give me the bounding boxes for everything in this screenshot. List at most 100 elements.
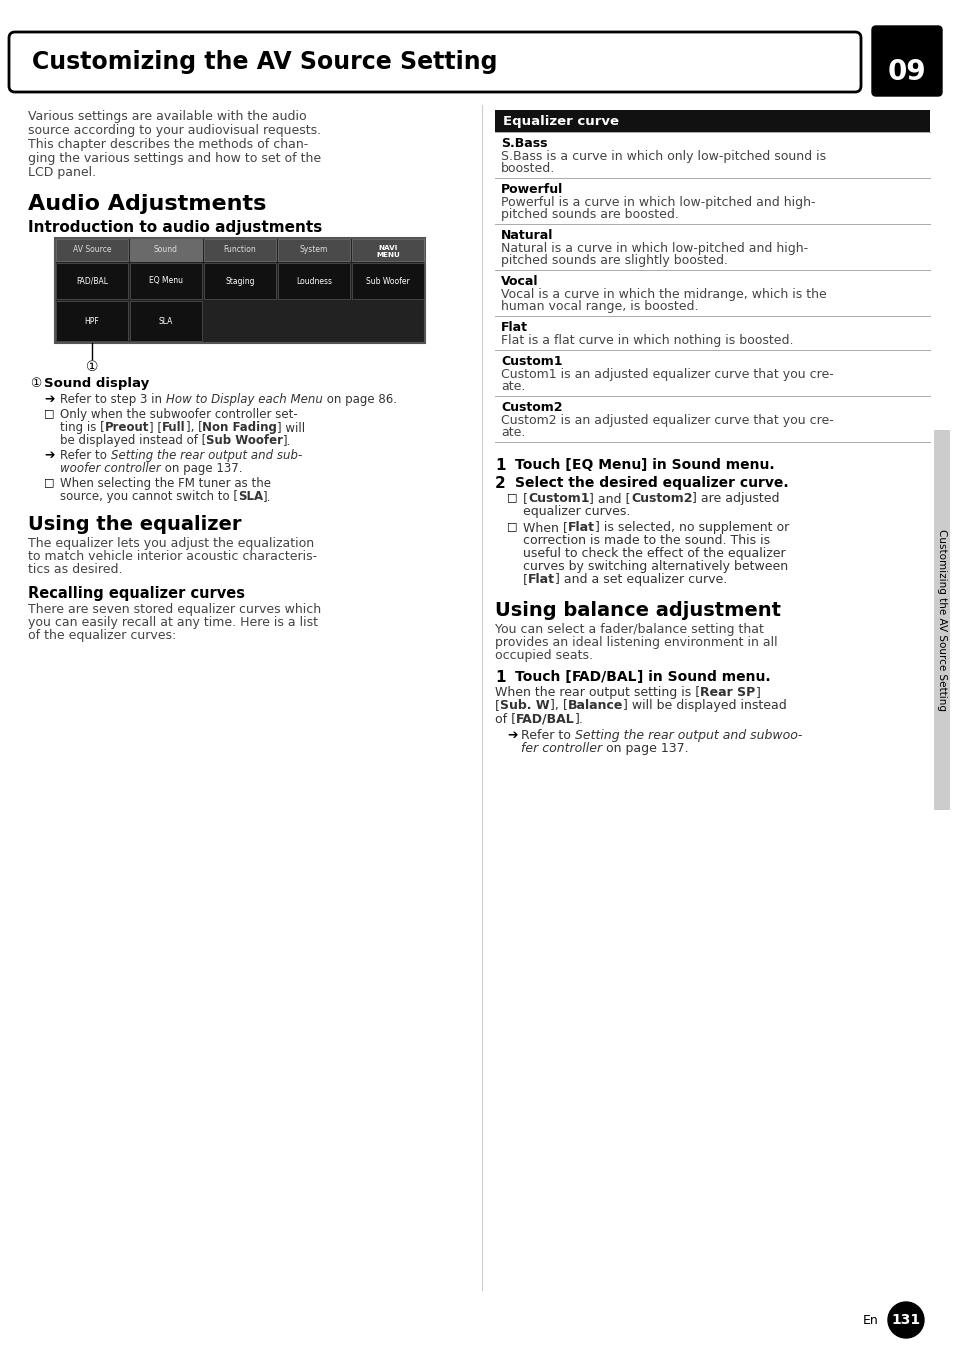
Text: Various settings are available with the audio: Various settings are available with the … — [28, 110, 306, 123]
Text: human vocal range, is boosted.: human vocal range, is boosted. — [500, 300, 698, 314]
Text: ], [: ], [ — [186, 420, 202, 434]
Text: Touch [: Touch [ — [515, 671, 571, 684]
Text: ting is [: ting is [ — [60, 420, 105, 434]
Text: When selecting the FM tuner as the: When selecting the FM tuner as the — [60, 477, 271, 489]
Text: There are seven stored equalizer curves which: There are seven stored equalizer curves … — [28, 603, 321, 617]
Text: Flat is a flat curve in which nothing is boosted.: Flat is a flat curve in which nothing is… — [500, 334, 793, 347]
Text: Using balance adjustment: Using balance adjustment — [495, 602, 781, 621]
Text: System: System — [299, 246, 328, 254]
Text: ] will be displayed instead: ] will be displayed instead — [622, 699, 786, 713]
Bar — [277, 264, 350, 299]
Text: fer controller: fer controller — [520, 742, 601, 754]
Bar — [130, 264, 202, 299]
Text: pitched sounds are slightly boosted.: pitched sounds are slightly boosted. — [500, 254, 727, 266]
Text: How to Display each Menu: How to Display each Menu — [166, 393, 322, 406]
Text: Staging: Staging — [225, 277, 254, 285]
Text: HPF: HPF — [85, 316, 99, 326]
Text: Select the desired equalizer curve.: Select the desired equalizer curve. — [515, 476, 788, 489]
Text: correction is made to the sound. This is: correction is made to the sound. This is — [522, 534, 769, 548]
Text: Vocal: Vocal — [500, 274, 537, 288]
Text: ➔: ➔ — [44, 449, 54, 462]
Text: tics as desired.: tics as desired. — [28, 562, 122, 576]
Text: 1: 1 — [495, 458, 505, 473]
Text: Natural is a curve in which low-pitched and high-: Natural is a curve in which low-pitched … — [500, 242, 807, 256]
Text: on page 86.: on page 86. — [322, 393, 396, 406]
Bar — [933, 430, 949, 810]
Text: boosted.: boosted. — [500, 162, 555, 174]
Bar — [55, 238, 424, 343]
Text: MENU: MENU — [375, 251, 399, 258]
Text: Setting the rear output and sub-: Setting the rear output and sub- — [111, 449, 301, 462]
Text: ] are adjusted: ] are adjusted — [692, 492, 780, 506]
Text: EQ Menu: EQ Menu — [149, 277, 183, 285]
Text: The equalizer lets you adjust the equalization: The equalizer lets you adjust the equali… — [28, 537, 314, 550]
Text: Rear SP: Rear SP — [700, 685, 755, 699]
Text: Setting the rear output and subwoo-: Setting the rear output and subwoo- — [575, 729, 801, 742]
Bar — [204, 239, 275, 261]
Text: [: [ — [495, 699, 499, 713]
Text: Sub Woofer: Sub Woofer — [366, 277, 410, 285]
Text: be displayed instead of [: be displayed instead of [ — [60, 434, 206, 448]
Text: SLA: SLA — [158, 316, 173, 326]
Text: Flat: Flat — [567, 521, 595, 534]
Text: Touch [: Touch [ — [515, 458, 571, 472]
Bar — [56, 301, 128, 341]
Text: ] is selected, no supplement or: ] is selected, no supplement or — [595, 521, 788, 534]
Text: Refer to: Refer to — [60, 449, 111, 462]
Text: Custom2: Custom2 — [630, 492, 692, 506]
Text: 2: 2 — [495, 476, 505, 491]
Text: pitched sounds are boosted.: pitched sounds are boosted. — [500, 208, 679, 220]
Text: LCD panel.: LCD panel. — [28, 166, 96, 178]
Text: S.Bass is a curve in which only low-pitched sound is: S.Bass is a curve in which only low-pitc… — [500, 150, 825, 164]
Bar — [352, 264, 423, 299]
Text: ]: ] — [755, 685, 760, 699]
Text: on page 137.: on page 137. — [161, 462, 242, 475]
Text: FAD/BAL: FAD/BAL — [516, 713, 575, 725]
Text: Natural: Natural — [500, 228, 553, 242]
Text: Powerful is a curve in which low-pitched and high-: Powerful is a curve in which low-pitched… — [500, 196, 815, 210]
Text: Customizing the AV Source Setting: Customizing the AV Source Setting — [936, 529, 946, 711]
Text: EQ Menu: EQ Menu — [571, 458, 640, 472]
Text: When the rear output setting is [: When the rear output setting is [ — [495, 685, 700, 699]
Text: Powerful: Powerful — [500, 183, 562, 196]
Text: Balance: Balance — [567, 699, 622, 713]
Text: Preout: Preout — [105, 420, 149, 434]
Text: woofer controller: woofer controller — [60, 462, 161, 475]
Text: Custom1 is an adjusted equalizer curve that you cre-: Custom1 is an adjusted equalizer curve t… — [500, 368, 833, 381]
Text: Custom1: Custom1 — [500, 356, 562, 368]
Text: Sound: Sound — [153, 246, 178, 254]
Text: source according to your audiovisual requests.: source according to your audiovisual req… — [28, 124, 321, 137]
Text: When [: When [ — [522, 521, 567, 534]
Text: Refer to step 3 in: Refer to step 3 in — [60, 393, 166, 406]
Text: ➔: ➔ — [506, 729, 517, 742]
Text: Recalling equalizer curves: Recalling equalizer curves — [28, 585, 245, 602]
Text: Function: Function — [223, 246, 256, 254]
Circle shape — [887, 1302, 923, 1338]
Bar — [56, 264, 128, 299]
Text: FAD/BAL: FAD/BAL — [571, 671, 637, 684]
Text: [: [ — [522, 492, 527, 506]
Text: of [: of [ — [495, 713, 516, 725]
Text: □: □ — [506, 521, 517, 531]
Text: Flat: Flat — [527, 573, 555, 585]
Text: Full: Full — [162, 420, 186, 434]
Text: □: □ — [506, 492, 517, 502]
Bar — [495, 110, 929, 132]
Text: Equalizer curve: Equalizer curve — [502, 115, 618, 127]
Text: Sub Woofer: Sub Woofer — [206, 434, 283, 448]
Text: This chapter describes the methods of chan-: This chapter describes the methods of ch… — [28, 138, 308, 151]
Text: ] in Sound menu.: ] in Sound menu. — [637, 671, 770, 684]
Text: Chapter: Chapter — [886, 45, 925, 54]
Text: ①: ① — [86, 360, 98, 375]
Text: 09: 09 — [886, 58, 925, 87]
Text: ate.: ate. — [500, 426, 525, 439]
Text: useful to check the effect of the equalizer: useful to check the effect of the equali… — [522, 548, 785, 560]
FancyBboxPatch shape — [9, 32, 861, 92]
Text: S.Bass: S.Bass — [500, 137, 547, 150]
Text: FAD/BAL: FAD/BAL — [76, 277, 108, 285]
Text: Refer to: Refer to — [520, 729, 575, 742]
Text: ➔: ➔ — [44, 393, 54, 406]
Text: Sub. W: Sub. W — [499, 699, 549, 713]
Text: ] [: ] [ — [149, 420, 162, 434]
Text: Using the equalizer: Using the equalizer — [28, 515, 241, 534]
